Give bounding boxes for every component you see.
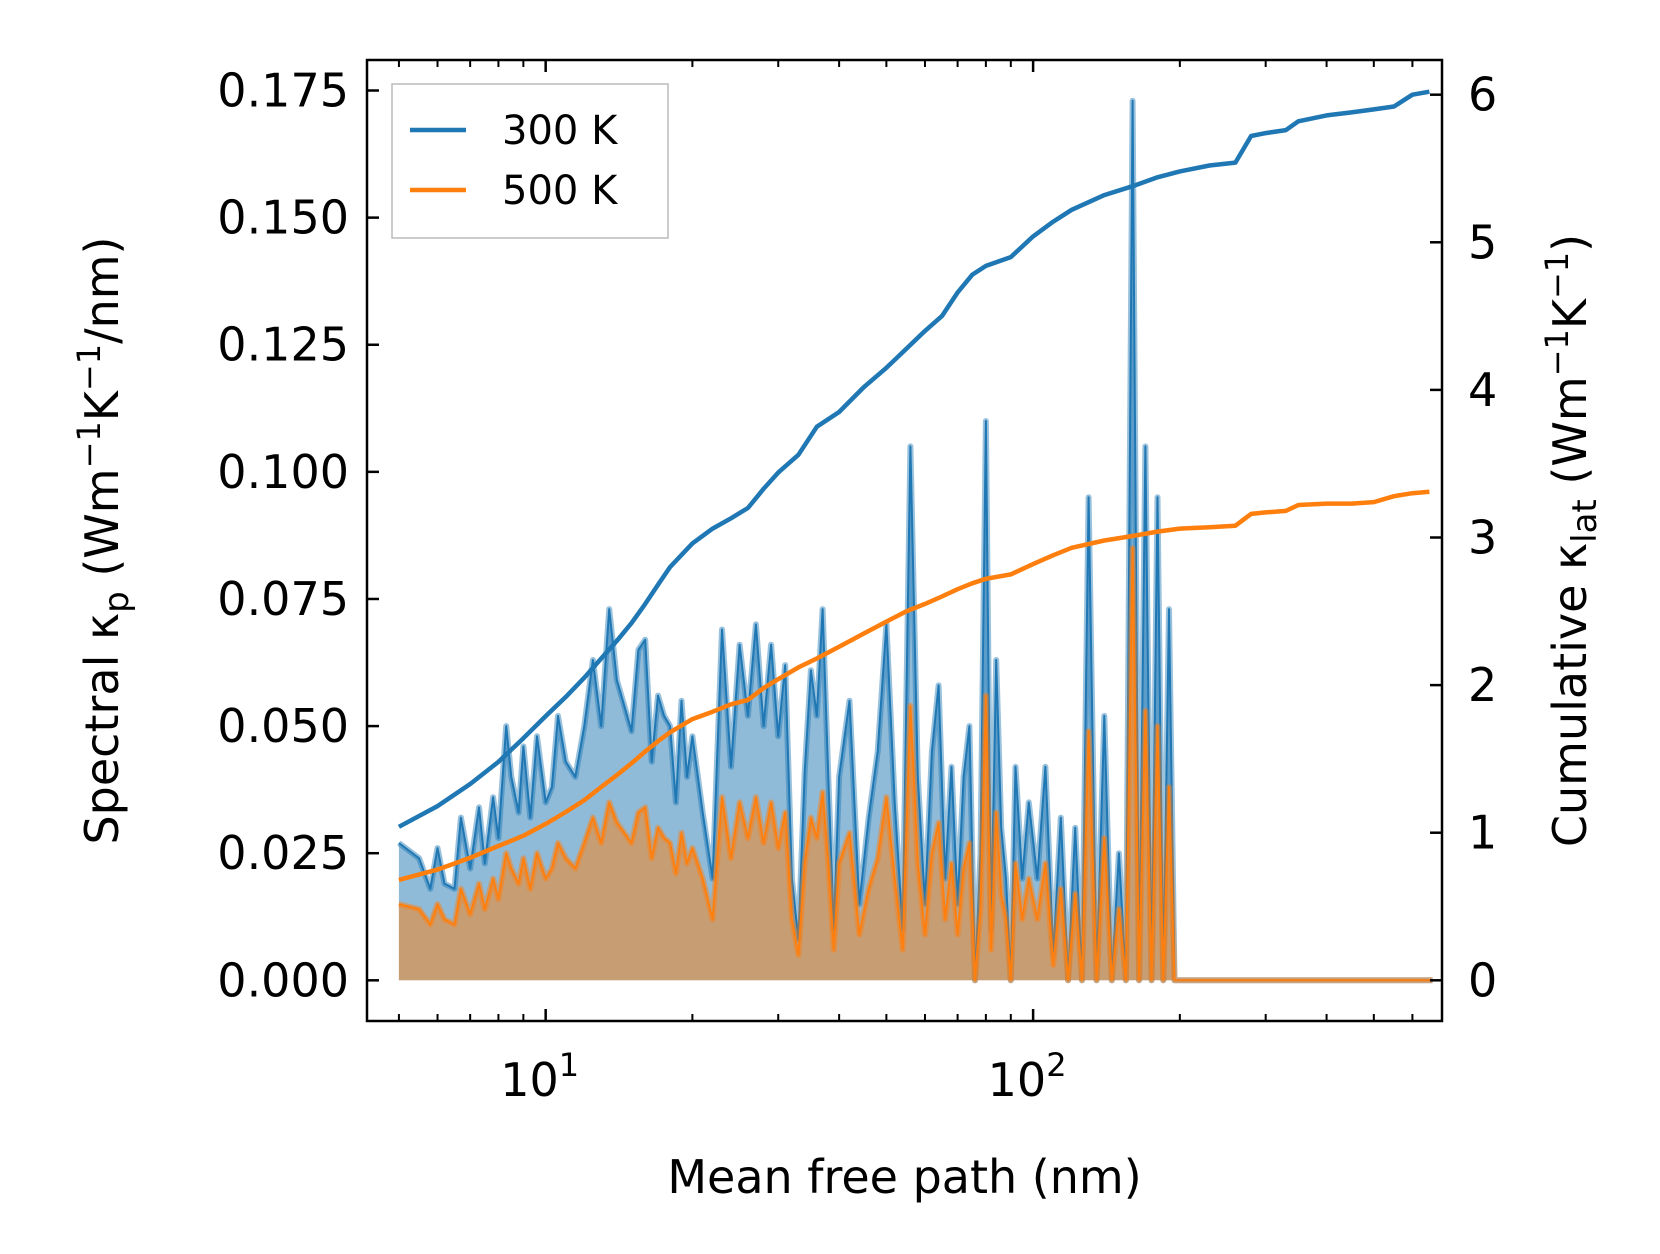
x-tick-label: 102	[988, 1046, 1067, 1107]
ticks: 0.000 0.025 0.050 0.075 0.100 0.125 0.150 0.175…	[217, 60, 1497, 1107]
y-right-tick-label: 1	[1468, 806, 1497, 860]
plot-area	[397, 89, 1433, 984]
y-right-tick-label: 6	[1468, 68, 1497, 122]
cumulative-line-500-k	[398, 489, 1430, 883]
y-left-tick-label: 0.125	[217, 318, 349, 372]
spectral-area-300-k	[398, 100, 1433, 981]
y-left-tick-label: 0.025	[217, 826, 349, 880]
y-left-tick-label: 0.000	[217, 953, 349, 1007]
legend-box	[391, 83, 669, 239]
y-left-tick-label: 0.150	[217, 191, 349, 245]
y-left-tick-label: 0.100	[217, 445, 349, 499]
y-right-tick-label: 3	[1468, 511, 1497, 565]
y-right-tick-label: 0	[1468, 953, 1497, 1007]
y-left-tick-label: 0.050	[217, 699, 349, 753]
x-axis-label: Mean free path (nm)	[667, 1150, 1141, 1204]
spectral-line-500-k	[398, 547, 1433, 982]
y-left-tick-label: 0.175	[217, 64, 349, 118]
y-axis-left-label: Spectral κp (Wm−1K−1/nm)	[70, 236, 137, 844]
y-axis-right-label: Cumulative κlat (Wm−1K−1)	[1538, 234, 1605, 847]
y-left-tick-label: 0.075	[217, 572, 349, 626]
axes-frame	[365, 58, 1444, 1023]
cumulative-line-300-k	[397, 89, 1430, 829]
legend-label-300-k: 300 K	[502, 108, 619, 154]
y-right-tick-label: 5	[1468, 215, 1497, 269]
y-right-tick-label: 4	[1468, 363, 1497, 417]
legend-label-500-k: 500 K	[502, 168, 619, 214]
spectral-area-500-k	[398, 548, 1433, 981]
legend: 300 K 500 K	[391, 83, 669, 239]
axis-labels: Mean free path (nm) Spectral κp (Wm−1K−1/…	[70, 234, 1605, 1204]
y-right-tick-label: 2	[1468, 658, 1497, 712]
